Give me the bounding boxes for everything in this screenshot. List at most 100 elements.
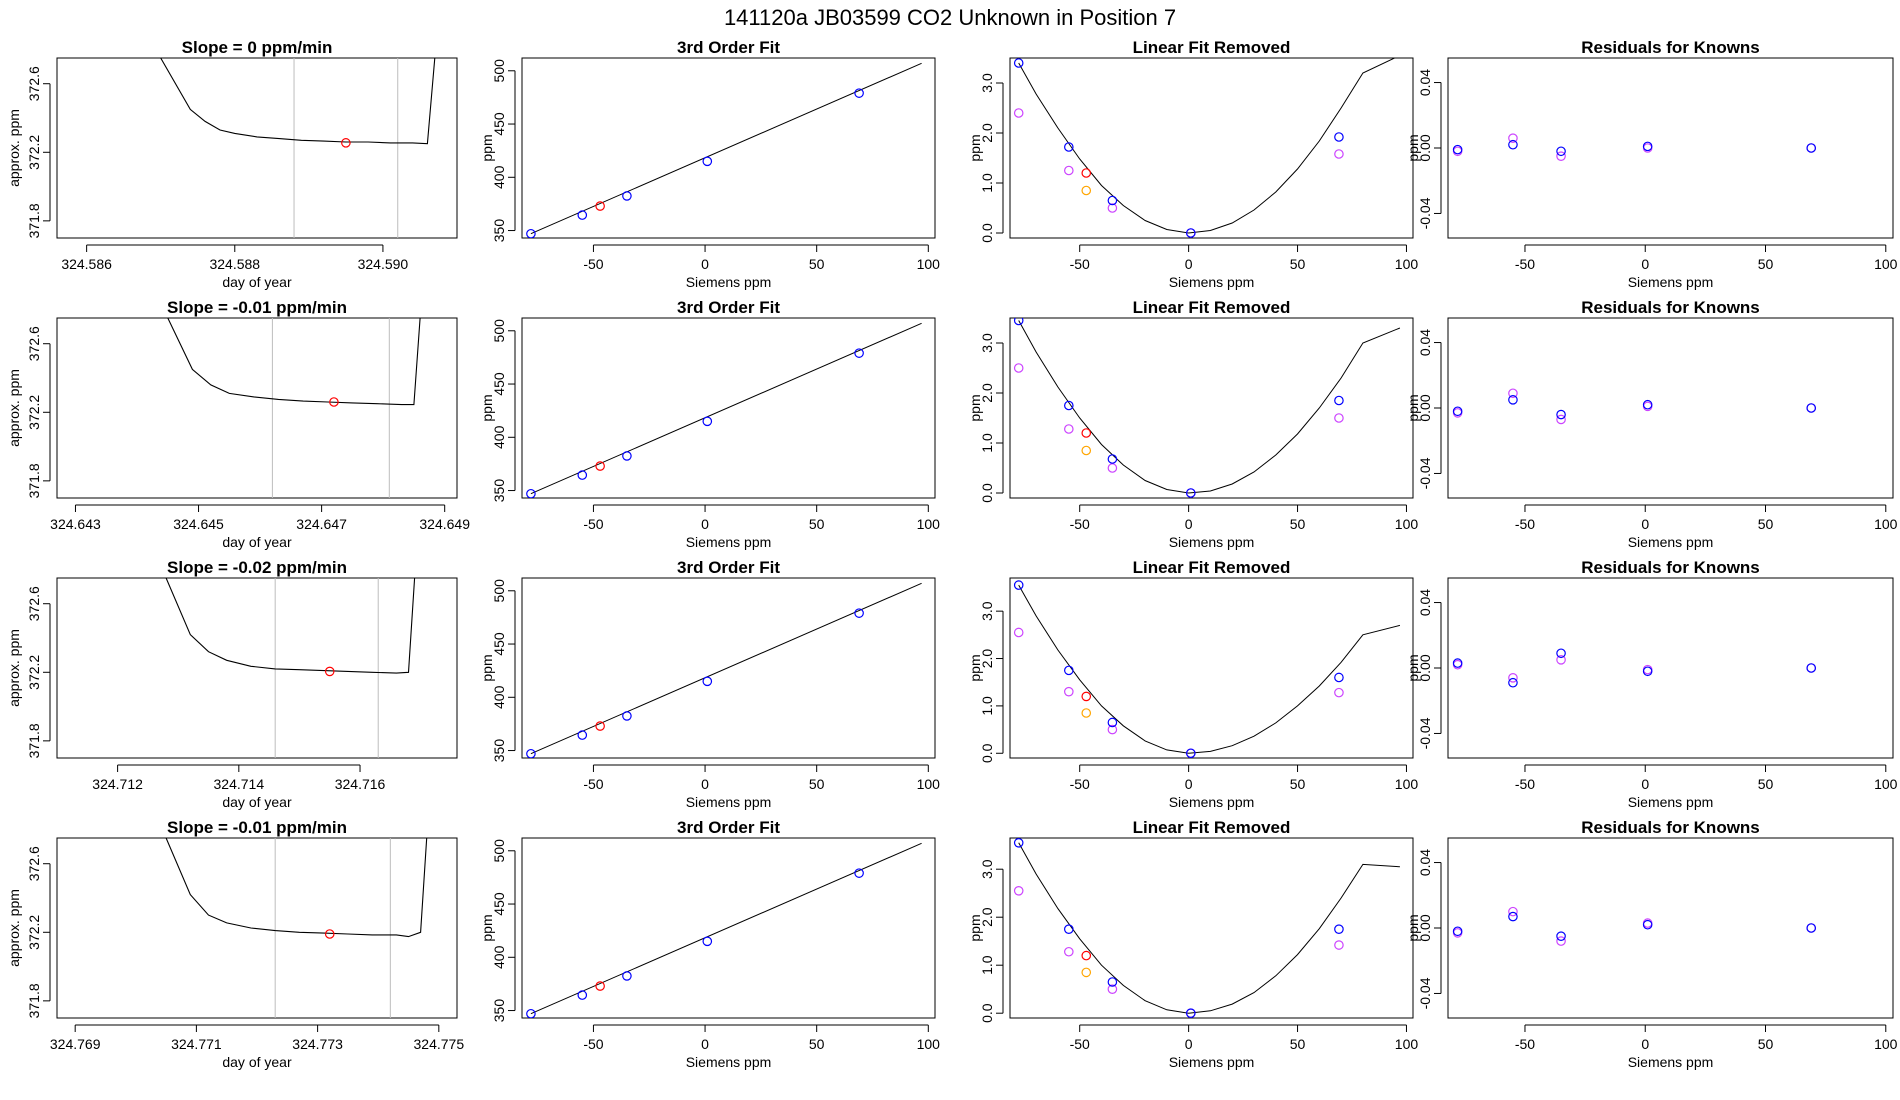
known-point bbox=[577, 470, 588, 480]
known-point bbox=[1642, 399, 1653, 410]
x-tick-label: 100 bbox=[1395, 1036, 1419, 1052]
known-point bbox=[854, 348, 864, 358]
y-tick-label: 350 bbox=[491, 999, 507, 1023]
x-axis-label: Siemens ppm bbox=[1628, 794, 1714, 810]
x-tick-label: 0 bbox=[1641, 516, 1649, 532]
known-point bbox=[526, 1008, 536, 1018]
panel-title: 3rd Order Fit bbox=[677, 38, 780, 57]
y-axis-label: ppm bbox=[479, 654, 495, 681]
y-tick-label: 372.2 bbox=[26, 135, 42, 170]
x-tick-label: 50 bbox=[809, 256, 825, 272]
raw-point bbox=[1334, 687, 1344, 698]
raw-point bbox=[1508, 906, 1518, 917]
known-point bbox=[1064, 142, 1074, 152]
plot-area bbox=[1452, 648, 1817, 688]
x-tick-label: 100 bbox=[1874, 516, 1898, 532]
y-tick-label: 1.0 bbox=[979, 173, 995, 193]
raw-point bbox=[1013, 108, 1024, 118]
y-tick-label: 400 bbox=[491, 425, 507, 449]
x-tick-label: 0 bbox=[701, 516, 709, 532]
x-axis-label: Siemens ppm bbox=[686, 274, 772, 290]
y-tick-label: 500 bbox=[491, 59, 507, 83]
plot-frame bbox=[1447, 317, 1894, 499]
x-tick-label: 324.643 bbox=[50, 516, 101, 532]
y-tick-label: -0.04 bbox=[1417, 457, 1433, 489]
x-tick-label: -50 bbox=[1070, 776, 1090, 792]
raw-point bbox=[1508, 388, 1518, 399]
plot-area bbox=[160, 58, 436, 238]
panel-title: Linear Fit Removed bbox=[1133, 558, 1291, 577]
plot-area bbox=[165, 578, 416, 758]
y-tick-label: -0.04 bbox=[1417, 977, 1433, 1009]
y-tick-label: 2.0 bbox=[979, 383, 995, 403]
residual-curve bbox=[1018, 584, 1401, 754]
y-tick-label: 0.00 bbox=[1417, 914, 1433, 941]
y-tick-label: 350 bbox=[491, 739, 507, 763]
known-point bbox=[854, 88, 864, 98]
unknown-point bbox=[1081, 168, 1092, 178]
plot-area bbox=[1013, 580, 1401, 758]
raw-point bbox=[1107, 203, 1118, 213]
x-tick-label: 100 bbox=[917, 1036, 941, 1052]
plot-frame bbox=[521, 837, 936, 1019]
panel-resid-row1: Residuals for Knowns -50 0 50 100 Siemens ppm… bbox=[1405, 38, 1898, 290]
x-tick-label: 324.771 bbox=[171, 1036, 222, 1052]
panel-line-row2: Slope = -0.01 ppm/min 324.643 324.645 324.6… bbox=[6, 298, 470, 550]
known-point bbox=[1186, 1008, 1196, 1018]
y-axis-label: ppm bbox=[1405, 914, 1421, 941]
y-tick-label: 0.00 bbox=[1417, 134, 1433, 161]
y-axis-label: ppm bbox=[1405, 394, 1421, 421]
x-tick-label: 100 bbox=[1874, 776, 1898, 792]
raw-point bbox=[1334, 413, 1344, 423]
y-axis-label: ppm bbox=[967, 654, 983, 681]
y-axis-label: approx. ppm bbox=[6, 889, 22, 967]
y-tick-label: 400 bbox=[491, 165, 507, 189]
panel-resid-row3: Residuals for Knowns -50 0 50 100 Siemens ppm… bbox=[1405, 558, 1898, 810]
known-point bbox=[1806, 923, 1817, 933]
panel-title: Slope = -0.01 ppm/min bbox=[167, 818, 347, 837]
unknown-raw-point bbox=[1081, 967, 1092, 978]
known-point bbox=[1452, 926, 1463, 937]
x-tick-label: -50 bbox=[583, 256, 603, 272]
x-tick-label: 50 bbox=[1758, 776, 1774, 792]
known-point bbox=[702, 416, 713, 427]
x-tick-label: 324.775 bbox=[414, 1036, 465, 1052]
y-tick-label: 372.2 bbox=[26, 655, 42, 690]
fit-line bbox=[530, 62, 922, 235]
x-tick-label: -50 bbox=[1070, 1036, 1090, 1052]
plot-area bbox=[165, 838, 428, 1018]
y-tick-label: 450 bbox=[491, 372, 507, 396]
mean-marker-point bbox=[324, 929, 335, 939]
y-tick-label: 0.04 bbox=[1417, 849, 1433, 876]
x-tick-label: 324.649 bbox=[419, 516, 470, 532]
y-tick-label: 371.8 bbox=[26, 203, 42, 238]
known-point bbox=[1452, 406, 1463, 417]
y-tick-label: 400 bbox=[491, 945, 507, 969]
panel-removed-row3: Linear Fit Removed -50 0 50 100 Siemens ppm 0.… bbox=[967, 558, 1418, 810]
plot-area bbox=[526, 62, 922, 238]
plot-area bbox=[1013, 58, 1396, 238]
raw-point bbox=[1334, 149, 1344, 159]
plot-area bbox=[1452, 906, 1817, 946]
plot-frame bbox=[521, 57, 936, 239]
fit-line bbox=[530, 842, 922, 1015]
x-tick-label: 324.714 bbox=[214, 776, 265, 792]
mean-marker-point bbox=[329, 397, 339, 407]
y-tick-label: 0.04 bbox=[1417, 329, 1433, 356]
x-tick-label: 0 bbox=[701, 776, 709, 792]
known-point bbox=[1334, 924, 1344, 934]
x-tick-label: 50 bbox=[1290, 256, 1306, 272]
panel-title: Slope = 0 ppm/min bbox=[182, 38, 333, 57]
y-tick-label: 450 bbox=[491, 632, 507, 656]
panel-resid-row4: Residuals for Knowns -50 0 50 100 Siemens ppm… bbox=[1405, 818, 1898, 1070]
known-point bbox=[1452, 144, 1463, 155]
panel-title: Linear Fit Removed bbox=[1133, 38, 1291, 57]
y-tick-label: 3.0 bbox=[979, 601, 995, 621]
raw-point bbox=[1556, 655, 1566, 665]
panel-fit-row1: 3rd Order Fit -50 0 50 100 Siemens ppm 350 400 4… bbox=[479, 38, 940, 290]
y-tick-label: 350 bbox=[491, 219, 507, 243]
x-tick-label: -50 bbox=[1070, 516, 1090, 532]
residual-curve bbox=[1018, 58, 1396, 234]
known-point bbox=[526, 748, 536, 758]
known-point bbox=[1642, 919, 1653, 930]
